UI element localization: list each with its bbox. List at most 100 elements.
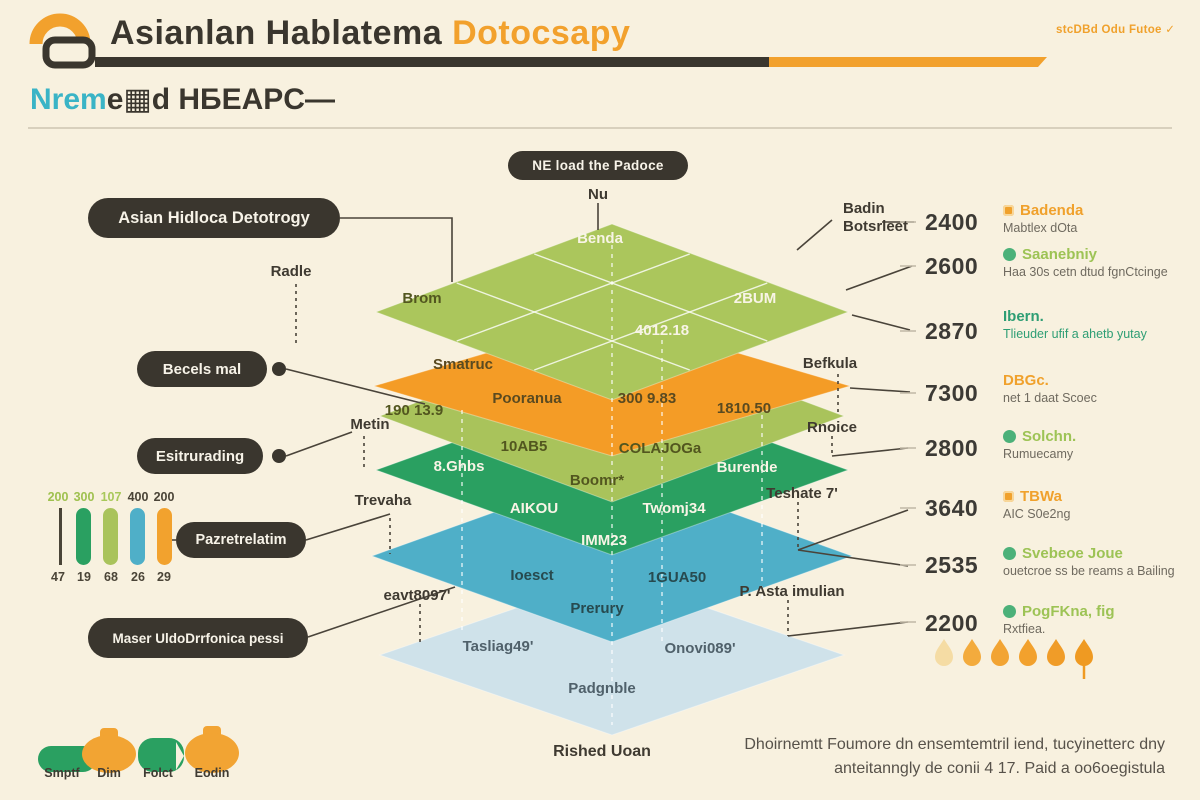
bar-top-value: 300 (73, 490, 95, 504)
entry-subtitle: Haa 30s cetn dtud fgnCtcinge (1003, 265, 1168, 279)
pot-icon (82, 728, 136, 773)
callout-pill-2: Becels mal (137, 351, 267, 387)
footnote: Dhoirnemtt Foumore dn ensemtemtril iend,… (690, 733, 1165, 781)
page-subtitle-dark: e▦d HБEAPC— (106, 83, 335, 116)
entry-value: 2870 (925, 318, 979, 344)
note-badin-line1: Badin (843, 200, 885, 217)
entry: Svebeoe Joue ouetcroe ss be reams a Bail… (1003, 545, 1193, 580)
green-dot-icon (1003, 430, 1016, 443)
entry-title: Svebeoe Joue (1022, 545, 1123, 562)
entry-value: 2600 (925, 253, 979, 279)
number-dashes (900, 221, 916, 623)
page-title: Asianlan Hablatema Dotocsapy (110, 14, 630, 53)
layer5-label-center1: Ioesct (510, 567, 554, 584)
layer6-label-bottom: Padgnble (568, 680, 636, 697)
callout-pill-5: Maser UldoDrrfonica pessi (88, 618, 308, 658)
orange-marker-icon (1003, 491, 1014, 502)
entry-value: 2535 (925, 552, 979, 578)
bar-top-value: 107 (100, 490, 122, 504)
center-badge: NE load the Padoce (508, 151, 688, 180)
entry-subtitle: Tlieuder ufif a ahetb yutay (1003, 327, 1147, 341)
green-dot-icon (1003, 605, 1016, 618)
note-teshate: Teshate 7' (766, 485, 838, 502)
entry: Ibern. Tlieuder ufif a ahetb yutay (1003, 308, 1193, 343)
orange-marker-icon (1003, 205, 1014, 216)
layer5-label-center2: 1GUA50 (647, 569, 707, 586)
connector-dot (272, 362, 286, 376)
note-trevaha: Trevaha (354, 492, 412, 509)
header-top-right-note: stcDBd Odu Futoe ✓ (1056, 24, 1176, 36)
note-metin: Metin (350, 416, 390, 433)
entry: Solchn. Rumuecamy (1003, 428, 1193, 463)
header-dark-bar (95, 57, 769, 67)
entry-value: 2800 (925, 435, 979, 461)
layer1-label-center: Benda (577, 230, 623, 247)
header-accent-bar (769, 57, 1047, 67)
entry-value: 2400 (925, 209, 979, 235)
entry-value: 2200 (925, 610, 979, 636)
layer-6-shape (378, 574, 846, 736)
entry: Badenda Mabtlex dOta (1003, 202, 1193, 237)
callout-pill-1: Asian Hidloca Detotrogy (88, 198, 340, 238)
page-subtitle-accent: Nrem (30, 83, 107, 116)
entry-title: DBGc. (1003, 372, 1049, 389)
bar (157, 508, 172, 565)
bar-bottom-value: 68 (104, 570, 118, 584)
layer-guide-lines (461, 245, 763, 725)
note-befkula: Befkula (802, 355, 858, 372)
layer4-label-center1: AIKOU (509, 500, 559, 517)
page-title-accent: Dotocsapy (452, 14, 631, 52)
layer-1-grid (456, 253, 768, 371)
layer6-label-center2: Onovi089' (664, 640, 736, 657)
legend-label: Eodin (194, 766, 230, 780)
layer2-label-center2: 300 9.83 (617, 390, 677, 407)
callout-pill-4: Pazretrelatim (176, 522, 306, 558)
legend-label: Dim (97, 766, 121, 780)
bar (76, 508, 91, 565)
green-dot-icon (1003, 547, 1016, 560)
bed-logo-icon (29, 13, 96, 69)
note-nu: Nu (588, 186, 608, 203)
entry-value: 7300 (925, 380, 979, 406)
legend-icons (38, 726, 239, 773)
bar-top-value: 400 (127, 490, 149, 504)
entry-subtitle: Mabtlex dOta (1003, 221, 1078, 235)
bar-bottom-value: 29 (157, 570, 171, 584)
entry: TBWa AIC S0e2ng (1003, 488, 1193, 523)
page-subtitle: Nreme▦d HБEAPC— (30, 82, 335, 117)
entry-subtitle: net 1 daat Scoec (1003, 391, 1097, 405)
bar-top-value: 200 (153, 490, 175, 504)
footnote-line2: anteitanngly de conii 4 17. Paid a oo6oe… (834, 760, 1165, 777)
note-eavt: eavt8097' (383, 587, 451, 604)
layer4-label-left: 8.Ghbs (433, 458, 485, 475)
layer2-label-center1: Pooranua (492, 390, 562, 407)
layer6-label-center1: Tasliag49' (462, 638, 534, 655)
layer3-label-center1: 10AB5 (500, 438, 548, 455)
header-divider (28, 127, 1172, 129)
entry-title: Solchn. (1022, 428, 1077, 445)
layer3-label-center2: COLAJOGa (618, 440, 702, 457)
layer1-label-right: 2BUM (733, 290, 777, 307)
note-rnoice: Rnoice (806, 419, 858, 436)
bar-bottom-value: 47 (51, 570, 65, 584)
note-badin-line2: Botsrleet (843, 218, 909, 235)
pot-icon (185, 726, 239, 773)
layer5-label-bottom: Prerury (570, 600, 624, 617)
entry-subtitle: AIC S0e2ng (1003, 507, 1071, 521)
entry-title: Saanebniy (1022, 246, 1098, 263)
layer1-label-bottom: 4012.18 (634, 322, 690, 339)
callout-lines (160, 203, 914, 646)
layer1-label-left: Brom (402, 290, 442, 307)
entry-title: Ibern. (1003, 308, 1044, 325)
legend-label: Smptf (44, 766, 80, 780)
entry: PogFKna, fig Rxtfiea. (1003, 603, 1193, 638)
layer3-label-bottom: Boomr* (569, 472, 625, 489)
droplet-rating-icons (935, 639, 1093, 679)
bar-bottom-value: 19 (77, 570, 91, 584)
layer4-label-center2: Twomj34 (642, 500, 706, 517)
bar (103, 508, 118, 565)
entry-title: TBWa (1020, 488, 1062, 505)
blob-icon (138, 738, 184, 772)
note-asta: P. Asta imulian (739, 583, 845, 600)
